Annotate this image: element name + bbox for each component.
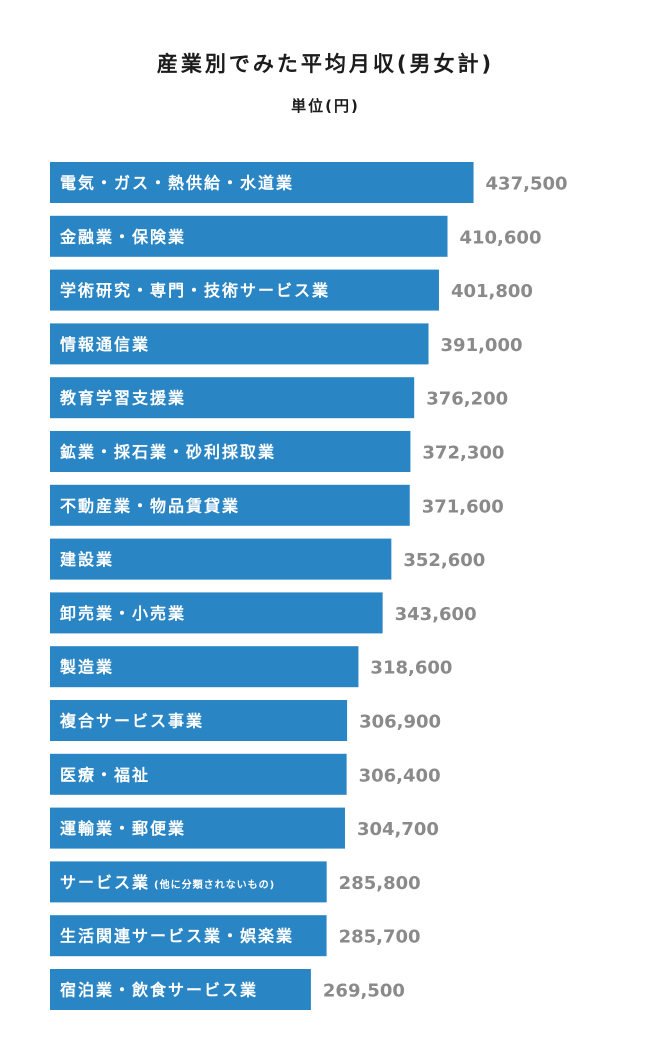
bar-value-label: 352,600: [403, 550, 485, 571]
bar: [50, 915, 327, 957]
bar: [50, 807, 345, 849]
bar-group: 宿泊業・飲食サービス業 269,500: [50, 969, 405, 1010]
bar-category-label: 教育学習支援業: [60, 389, 186, 408]
bar-group: 製造業 318,600: [50, 646, 452, 688]
bar-value-label: 391,000: [441, 335, 523, 356]
bar: [50, 323, 429, 365]
bar-category-label: 電気・ガス・熱供給・水道業: [60, 174, 294, 193]
bar-value-label: 437,500: [486, 174, 568, 195]
bar-value-label: 304,700: [357, 819, 439, 840]
bar: [50, 538, 392, 580]
bar-value-label: 269,500: [323, 981, 405, 1002]
chart-title: 産業別でみた平均月収(男女計): [156, 52, 495, 76]
bar-value-label: 285,800: [339, 873, 421, 894]
bar-value-label: 376,200: [426, 389, 508, 410]
bar-group: 学術研究・専門・技術サービス業 401,800: [50, 269, 533, 311]
bar: [50, 969, 311, 1010]
bar-category-label: 学術研究・専門・技術サービス業: [60, 281, 330, 300]
bar-group: 卸売業・小売業 343,600: [50, 592, 477, 634]
bar: [50, 431, 411, 472]
bar-value-label: 343,600: [395, 604, 477, 625]
bar: [50, 646, 359, 688]
bar-category-label: 金融業・保険業: [59, 227, 186, 246]
bar: [50, 162, 474, 203]
bar-category-note: (他に分類されないもの): [154, 878, 275, 891]
bar: [50, 861, 327, 903]
bar-value-label: 401,800: [451, 281, 533, 302]
bar-value-label: 410,600: [459, 227, 541, 248]
bar-category-label: 情報通信業: [60, 335, 150, 354]
bar-group: 建設業 352,600: [50, 538, 485, 580]
bar-category-label: 宿泊業・飲食サービス業: [60, 981, 258, 1000]
bar: [50, 753, 347, 795]
bar-group: 鉱業・採石業・砂利採取業 372,300: [50, 431, 504, 472]
bar-group: サービス業 (他に分類されないもの) 285,800: [50, 861, 421, 903]
bar-group: 金融業・保険業 410,600: [50, 215, 541, 257]
bar-category-label: 建設業: [60, 550, 114, 569]
bar-value-label: 371,600: [422, 496, 504, 517]
bar-category-label: 製造業: [59, 658, 114, 677]
bar: [50, 377, 415, 419]
bar-value-label: 306,400: [359, 765, 441, 786]
bar-group: 医療・福祉 306,400: [50, 753, 441, 795]
bar-category-label: 生活関連サービス業・娯楽業: [60, 927, 294, 946]
bar-group: 運輸業・郵便業 304,700: [50, 807, 439, 849]
bar-value-label: 285,700: [339, 927, 421, 948]
bar-category-label: 鉱業・採石業・砂利採取業: [60, 443, 276, 462]
bar-value-label: 318,600: [370, 658, 452, 679]
bar-group: 情報通信業 391,000: [50, 323, 523, 365]
bar-category-label: 運輸業・郵便業: [60, 819, 186, 838]
bar-group: 不動産業・物品賃貸業 371,600: [50, 484, 504, 526]
bar-group: 複合サービス事業 306,900: [50, 700, 441, 741]
bar-group: 教育学習支援業 376,200: [50, 377, 508, 419]
bar: [50, 700, 348, 741]
chart-subtitle: 単位(円): [291, 97, 360, 115]
bar-group: 電気・ガス・熱供給・水道業 437,500: [50, 162, 568, 203]
bar-value-label: 372,300: [422, 443, 504, 464]
bar-group: 生活関連サービス業・娯楽業 285,700: [50, 915, 421, 957]
bar-category-label: 不動産業・物品賃貸業: [60, 496, 240, 515]
bar: [50, 484, 410, 526]
bar: [50, 592, 383, 634]
bar-category-label: 医療・福祉: [60, 765, 150, 784]
bar: [50, 269, 439, 311]
bar-category-label: 複合サービス事業: [59, 712, 204, 731]
bar-category-label: 卸売業・小売業: [60, 604, 186, 623]
bar: [50, 215, 448, 257]
bar-value-label: 306,900: [359, 712, 441, 733]
